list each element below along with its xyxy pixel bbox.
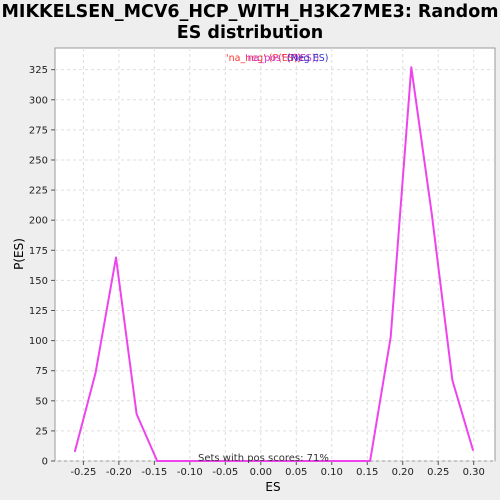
chart-title-line-1: MIKKELSEN_MCV6_HCP_WITH_H3K27ME3: Random <box>1 2 499 22</box>
data-point <box>115 256 117 259</box>
y-tick-label: 175 <box>29 246 48 257</box>
data-point <box>300 460 303 462</box>
data-point <box>94 372 97 374</box>
y-tick-label: 25 <box>35 426 48 437</box>
data-point <box>156 460 158 462</box>
grid-lines <box>55 48 495 462</box>
data-point <box>135 413 138 415</box>
chart-title: MIKKELSEN_MCV6_HCP_WITH_H3K27ME3: Random… <box>0 2 500 44</box>
series-layer <box>73 66 474 462</box>
x-tick-label: 0.05 <box>285 467 307 478</box>
y-tick-label: 0 <box>42 457 48 468</box>
y-tick-label: 250 <box>29 155 48 166</box>
x-tick-label: 0.10 <box>321 467 343 478</box>
y-tick-label: 300 <box>29 95 48 106</box>
x-tick-label: -0.05 <box>212 467 238 478</box>
data-point <box>279 460 282 462</box>
data-point <box>218 460 220 462</box>
y-tick-label: 200 <box>29 216 48 227</box>
data-point <box>259 460 261 462</box>
data-point <box>431 213 433 215</box>
legend: 'na_neg' (P(ES)) 'na_pos' (P(ES)) (Neg E… <box>226 53 328 64</box>
pos-scores-annotation: Sets with pos scores: 71% <box>198 453 329 464</box>
x-tick-label: 0.00 <box>250 467 272 478</box>
x-tick-label: 0.15 <box>356 467 378 478</box>
data-point <box>472 449 474 451</box>
x-tick-label: -0.15 <box>141 467 167 478</box>
x-axis-label: ES <box>265 480 280 494</box>
y-tick-label: 150 <box>29 276 48 287</box>
data-point <box>341 460 344 462</box>
y-tick-label: 275 <box>29 125 48 136</box>
data-point <box>389 336 392 338</box>
data-point <box>369 460 371 462</box>
x-tick-label: -0.25 <box>70 467 96 478</box>
y-tick-label: 125 <box>29 306 48 317</box>
plot-area <box>54 47 496 462</box>
y-tick-label: 100 <box>29 336 48 347</box>
y-tick-label: 325 <box>29 65 48 76</box>
y-axis-label: P(ES) <box>12 238 26 270</box>
x-tick-label: 0.30 <box>463 467 485 478</box>
y-tick-label: 50 <box>35 396 48 407</box>
data-point <box>176 460 179 462</box>
legend-entry-na-pos: 'na_pos' (P(ES)) <box>245 53 319 64</box>
data-point <box>74 450 76 453</box>
legend-entry-na-neg: 'na_neg' (P(ES)) <box>226 53 301 64</box>
x-tick-label: 0.25 <box>427 467 449 478</box>
chart-title-line-2: ES distribution <box>176 23 324 43</box>
legend-entry-neg-es: (Neg ES) <box>287 53 328 64</box>
x-tick-label: -0.10 <box>177 467 203 478</box>
axes: 0 25 50 75 100 125 150 175 200 225 250 275 300 325 -0.… <box>29 65 485 478</box>
data-point <box>197 460 200 462</box>
x-tick-label: 0.20 <box>392 467 414 478</box>
data-point <box>321 460 323 462</box>
y-tick-label: 225 <box>29 186 48 197</box>
data-point <box>238 460 241 462</box>
y-tick-label: 75 <box>35 366 48 377</box>
data-point <box>410 66 413 69</box>
series-line-0 <box>73 66 474 462</box>
data-point <box>451 379 454 382</box>
x-tick-label: -0.20 <box>106 467 132 478</box>
